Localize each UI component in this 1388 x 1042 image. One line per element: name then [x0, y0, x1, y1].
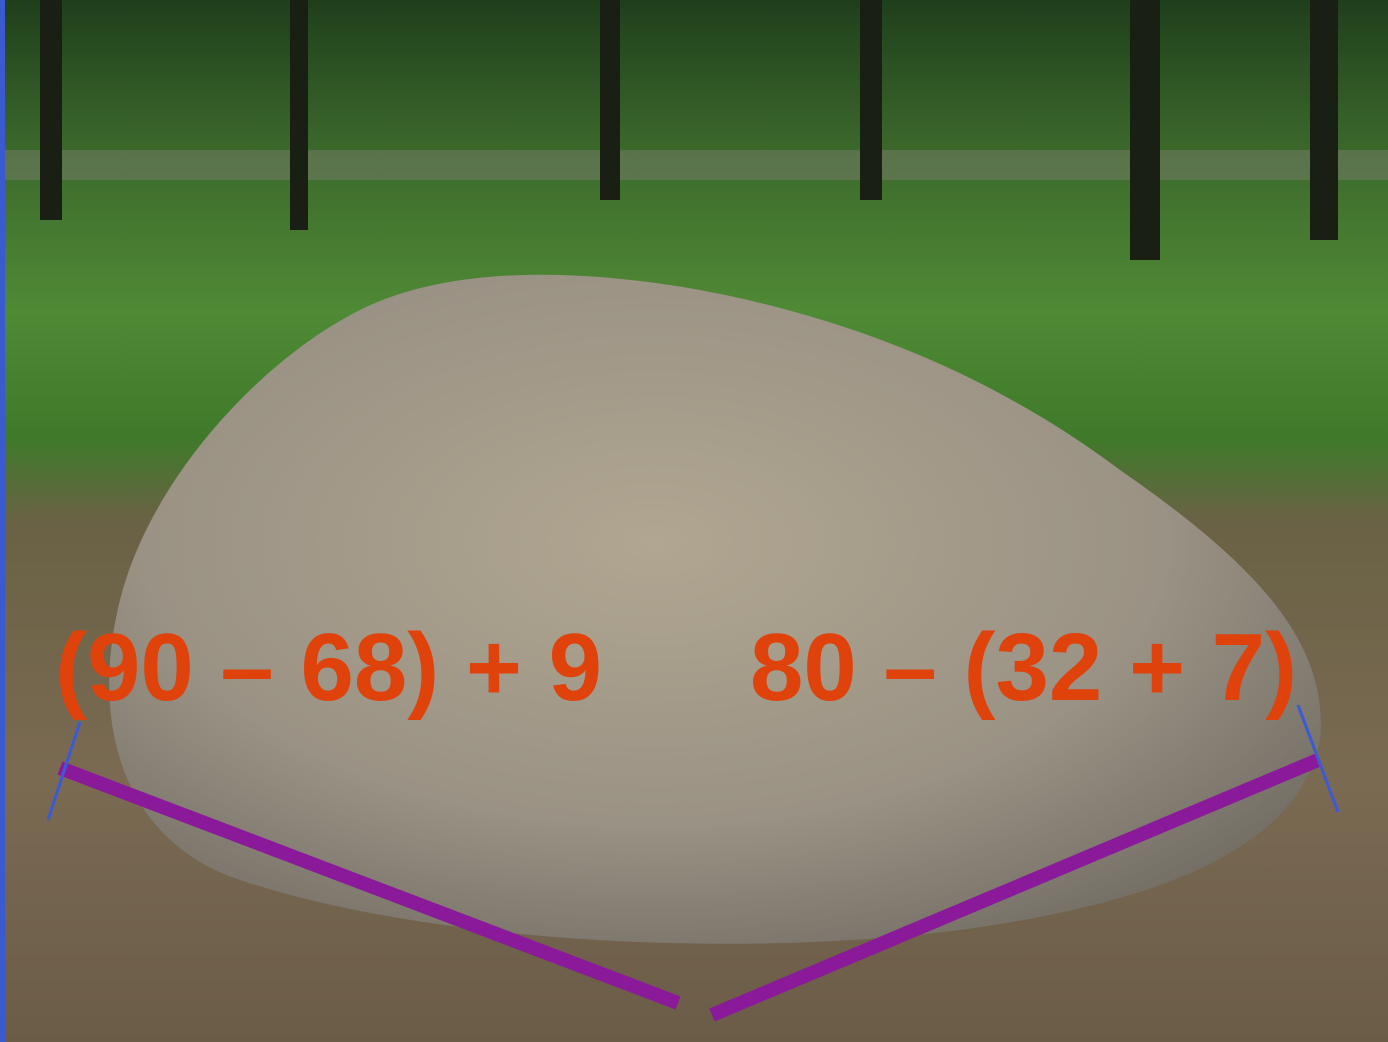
path: [0, 150, 1388, 180]
expression: (90 – 68) + 9: [55, 614, 602, 721]
slide: (90 – 68) + 9 80 – (32 + 7): [0, 0, 1388, 1042]
expression: 80 – (32 + 7): [750, 614, 1297, 721]
left-border: [0, 0, 5, 1042]
